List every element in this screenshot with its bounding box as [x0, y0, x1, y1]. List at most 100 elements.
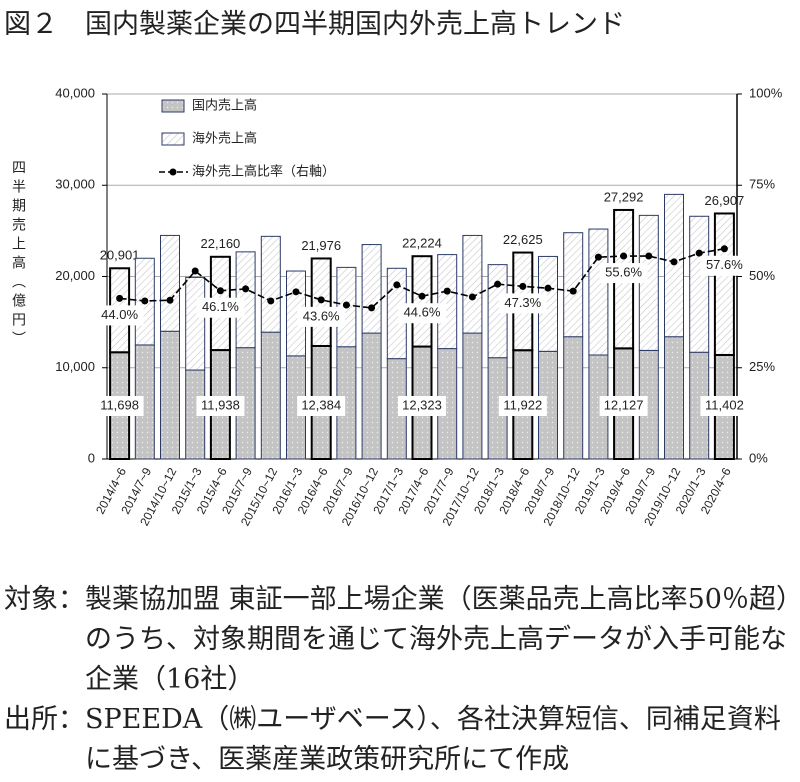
label-box: [398, 396, 446, 416]
label-box: [95, 305, 144, 326]
label-box: [498, 396, 547, 416]
bar-segment: [689, 215, 710, 353]
line-point: [166, 296, 174, 304]
data-label: 44.0%: [101, 307, 138, 322]
total-label: 20,901: [100, 248, 140, 263]
y-tick-label: 40,000: [55, 85, 95, 100]
bar-segment: [411, 255, 433, 348]
total-label: 26,907: [705, 193, 745, 208]
y-tick-label: 0: [88, 450, 95, 465]
bar-segment: [260, 331, 281, 460]
label-box: [398, 303, 446, 324]
bar-segment: [713, 212, 735, 356]
line-point: [141, 297, 149, 305]
note: 出所： SPEEDA（㈱ユーザベース）、各社決算短信、同補足資料に基づき、医薬産業…: [4, 700, 796, 780]
line-point: [594, 253, 602, 261]
line-point: [191, 267, 199, 275]
label-box: [95, 396, 144, 416]
bar-segment: [462, 332, 483, 460]
chart-title: 図２ 国内製薬企業の四半期国内外売上高トレンド: [4, 9, 625, 40]
data-label: 57.6%: [706, 257, 743, 272]
note-label: 出所：: [4, 704, 85, 735]
data-label: 47.3%: [504, 295, 541, 310]
label-box: [297, 306, 346, 327]
data-label: 55.6%: [605, 264, 642, 279]
y-tick-label: 20,000: [55, 268, 95, 283]
total-label: 22,625: [503, 232, 543, 247]
data-label: 12,323: [402, 397, 442, 412]
data-label: 11,402: [705, 397, 744, 412]
label-box: [599, 263, 648, 284]
line-point: [494, 280, 502, 288]
label-box: [700, 396, 749, 416]
y2-tick-label: 75%: [749, 177, 775, 192]
line-point: [443, 287, 451, 295]
label-box: [498, 293, 547, 314]
y-tick-label: 30,000: [55, 177, 95, 192]
label-box: [196, 297, 245, 318]
data-label: 11,698: [100, 397, 139, 412]
line-point: [519, 282, 527, 290]
line-point: [695, 249, 703, 257]
bar-segment: [160, 330, 180, 460]
line-point: [620, 252, 628, 260]
line-point: [544, 284, 552, 292]
bar-segment: [185, 276, 206, 371]
legend-label: 国内売上高: [192, 97, 257, 112]
note-text: SPEEDA（㈱ユーザベース）、各社決算短信、同補足資料に基づき、医薬産業政策研…: [85, 704, 781, 775]
bar-segment: [361, 244, 382, 334]
bar-segment: [260, 235, 281, 333]
line-point: [720, 245, 728, 253]
total-label: 27,292: [604, 189, 644, 204]
line-point: [645, 252, 653, 260]
data-label: 46.1%: [202, 299, 239, 314]
bar-segment: [361, 332, 382, 460]
legend-swatch: [161, 132, 185, 146]
bar-segment: [664, 193, 684, 338]
label-box: [196, 396, 245, 416]
bar-segment: [563, 232, 584, 338]
y2-tick-label: 0%: [749, 450, 768, 465]
data-label: 44.6%: [404, 305, 441, 320]
chart: 0 10,000 20,000 30,000 40,000 0% 25% 50% 75% 100%…: [55, 85, 782, 528]
data-label: 11,922: [503, 397, 542, 412]
bar-segment: [664, 336, 684, 460]
data-label: 12,384: [301, 397, 341, 412]
line-point: [393, 281, 401, 289]
bar-segment: [563, 336, 584, 460]
line-point: [368, 304, 376, 312]
legend-label: 海外売上高: [192, 130, 257, 145]
label-box: [599, 396, 648, 416]
bar-segment: [588, 228, 609, 356]
line-point: [267, 297, 275, 305]
y2-tick-label: 50%: [749, 268, 775, 283]
total-label: 22,160: [201, 236, 241, 251]
notes: 対象： 製薬協加盟 東証一部上場企業（医薬品売上高比率50％超）のうち、対象期間を…: [4, 580, 796, 780]
bar-segment: [462, 234, 483, 334]
line-point: [342, 301, 350, 309]
total-label: 21,976: [301, 238, 341, 253]
line-point: [116, 294, 124, 302]
note: 対象： 製薬協加盟 東証一部上場企業（医薬品売上高比率50％超）のうち、対象期間を…: [4, 580, 796, 700]
legend-swatch: [161, 99, 185, 113]
label-box: [700, 255, 749, 276]
line-point: [292, 288, 300, 296]
y2-tick-label: 25%: [749, 359, 775, 374]
note-text: 製薬協加盟 東証一部上場企業（医薬品売上高比率50％超）のうち、対象期間を通じて…: [85, 584, 790, 695]
line-point: [242, 285, 250, 293]
y-axis-label: 四半期売上高（億円）: [10, 160, 26, 350]
line-point: [216, 287, 224, 295]
line-point: [418, 292, 426, 300]
line-point: [468, 293, 476, 301]
data-label: 43.6%: [303, 308, 340, 323]
note-label: 対象：: [4, 584, 85, 615]
label-box: [297, 396, 346, 416]
legend-label: 海外売上高比率（右軸）: [192, 163, 335, 178]
bar-segment: [160, 234, 180, 332]
line-point: [569, 287, 577, 295]
y-tick-label: 10,000: [55, 359, 95, 374]
data-label: 11,938: [201, 397, 240, 412]
legend-marker: [169, 168, 177, 176]
line-point: [317, 296, 325, 304]
